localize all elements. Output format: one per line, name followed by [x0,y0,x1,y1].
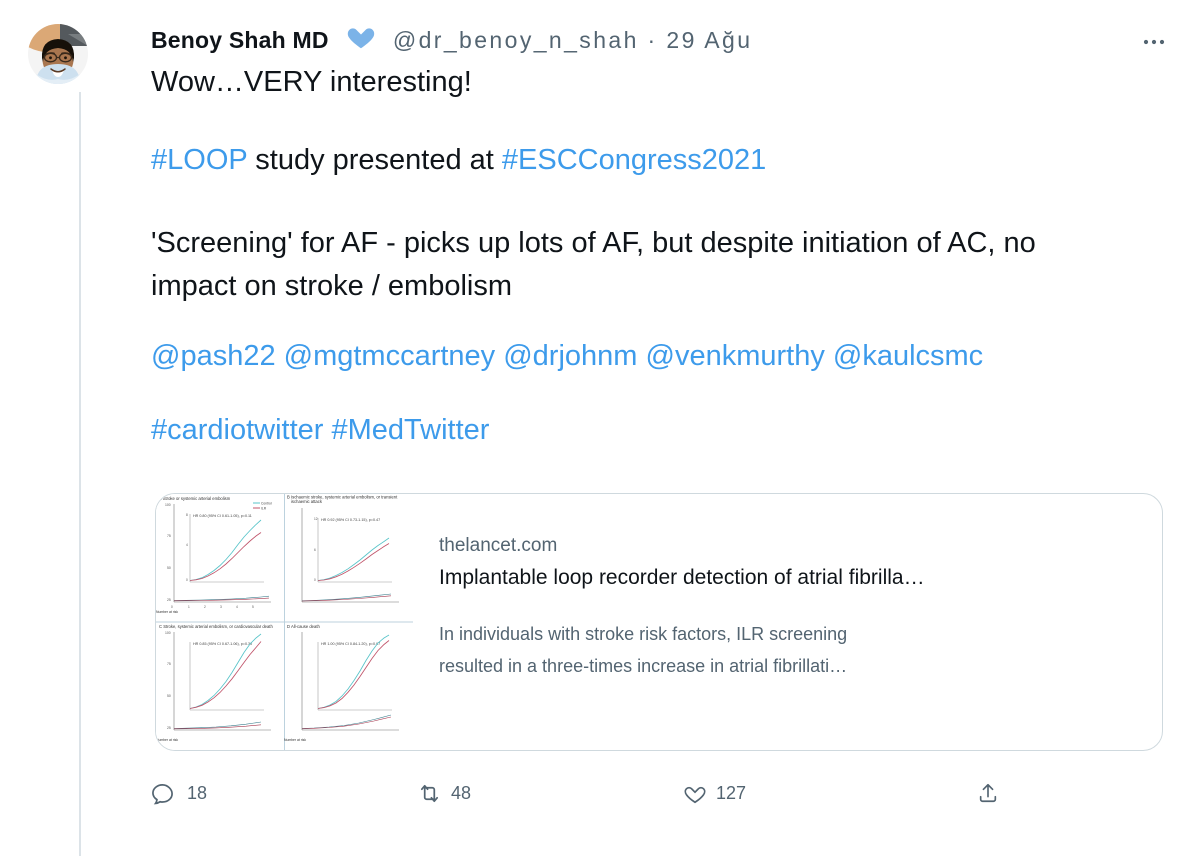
svg-text:8: 8 [186,513,188,517]
svg-text:A Stroke or systemic arterial: A Stroke or systemic arterial embolism [159,496,231,501]
svg-text:50: 50 [167,566,171,570]
svg-text:HR 0.80 (95% CI 0.61-1.05), p=: HR 0.80 (95% CI 0.61-1.05), p=0.11 [193,514,252,518]
svg-text:2: 2 [204,605,206,609]
svg-text:100: 100 [165,631,171,635]
svg-text:0: 0 [171,605,173,609]
svg-text:1: 1 [188,605,190,609]
svg-text:0: 0 [314,578,316,582]
svg-text:HR 0.92 (95% CI 0.73-1.15), p=: HR 0.92 (95% CI 0.73-1.15), p=0.47 [321,518,380,522]
svg-text:3: 3 [220,605,222,609]
svg-text:HR 1.00 (95% CI 0.84-1.20), p=: HR 1.00 (95% CI 0.84-1.20), p=0.97 [321,642,380,646]
svg-text:75: 75 [167,534,171,538]
svg-text:HR 0.85 (95% CI 0.67-1.06), p=: HR 0.85 (95% CI 0.67-1.06), p=0.30 [193,642,252,646]
svg-text:50: 50 [167,694,171,698]
svg-text:0: 0 [186,578,188,582]
svg-text:100: 100 [165,503,171,507]
svg-text:Number at risk: Number at risk [284,738,306,742]
svg-text:6: 6 [314,548,316,552]
svg-text:25: 25 [167,726,171,730]
svg-text:5: 5 [252,605,254,609]
svg-text:Number at risk: Number at risk [156,738,178,742]
svg-text:25: 25 [167,598,171,602]
svg-text:4: 4 [186,543,188,547]
svg-text:C Stroke, systemic arterial e: C Stroke, systemic arterial embolism, or… [159,624,273,629]
svg-text:Control: Control [261,501,272,505]
svg-text:ILR: ILR [261,506,267,510]
svg-text:4: 4 [236,605,238,609]
svg-text:12: 12 [314,517,318,521]
svg-text:ischaemic attack: ischaemic attack [291,499,323,504]
svg-text:D All-cause death: D All-cause death [287,624,320,629]
svg-text:75: 75 [167,662,171,666]
svg-text:Number at risk: Number at risk [156,610,178,614]
